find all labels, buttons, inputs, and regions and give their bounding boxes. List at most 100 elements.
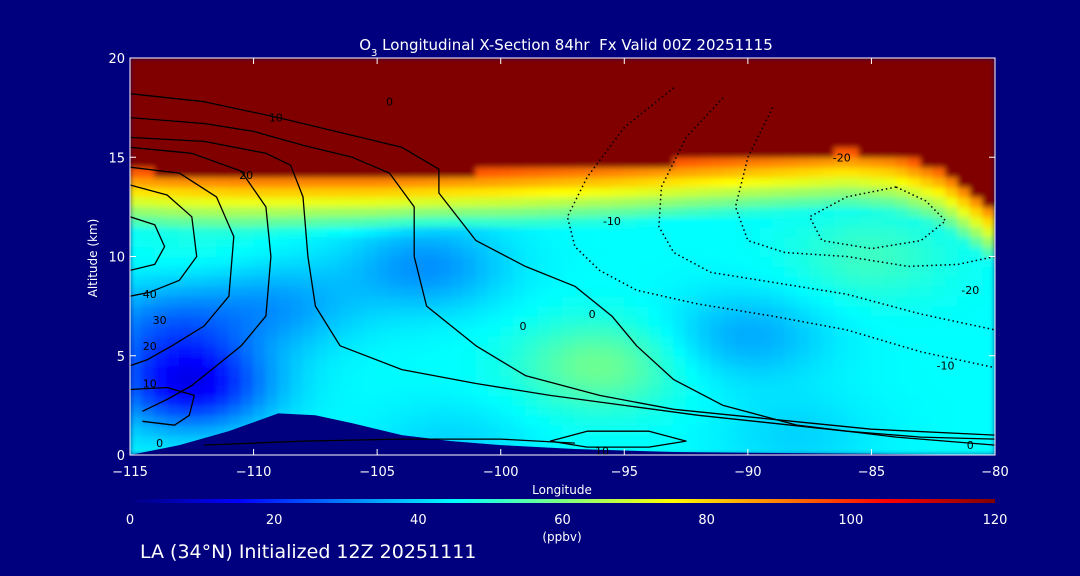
ozone-cell bbox=[772, 246, 786, 257]
ozone-cell bbox=[327, 226, 341, 238]
ozone-cell bbox=[253, 256, 267, 267]
ozone-cell bbox=[982, 345, 995, 357]
ozone-cell bbox=[314, 325, 329, 337]
ozone-cell bbox=[524, 186, 539, 198]
ozone-cell bbox=[722, 325, 736, 337]
ozone-cell bbox=[673, 365, 687, 377]
ozone-cell bbox=[833, 77, 848, 89]
ozone-cell bbox=[611, 107, 625, 119]
ozone-cell bbox=[969, 206, 984, 218]
ozone-cell bbox=[920, 365, 934, 377]
ozone-cell bbox=[969, 285, 984, 297]
ozone-cell bbox=[920, 424, 934, 436]
ozone-cell bbox=[141, 206, 156, 218]
ozone-cell bbox=[141, 385, 156, 396]
ozone-cell bbox=[154, 166, 168, 178]
ozone-cell bbox=[821, 226, 835, 238]
ozone-cell bbox=[673, 67, 687, 79]
ozone-cell bbox=[253, 77, 267, 89]
ozone-cell bbox=[809, 216, 823, 228]
ozone-cell bbox=[141, 216, 156, 228]
ozone-cell bbox=[846, 58, 860, 69]
ozone-cell bbox=[216, 246, 230, 257]
ozone-cell bbox=[920, 305, 934, 317]
ozone-cell bbox=[611, 375, 625, 387]
ozone-cell bbox=[685, 335, 699, 347]
ozone-cell bbox=[277, 375, 292, 387]
ozone-cell bbox=[277, 256, 292, 267]
ozone-cell bbox=[562, 394, 576, 406]
ozone-cell bbox=[537, 236, 551, 248]
ozone-cell bbox=[302, 355, 316, 367]
ozone-cell bbox=[636, 246, 650, 257]
ozone-cell bbox=[858, 375, 872, 387]
ozone-cell bbox=[240, 375, 255, 387]
ozone-cell bbox=[858, 87, 872, 99]
ozone-cell bbox=[302, 265, 316, 277]
ozone-cell bbox=[413, 146, 428, 158]
ozone-cell bbox=[697, 67, 712, 79]
ozone-cell bbox=[327, 305, 341, 317]
ozone-cell bbox=[253, 166, 267, 178]
ozone-cell bbox=[908, 166, 922, 178]
ozone-cell bbox=[166, 226, 180, 238]
ozone-cell bbox=[549, 345, 563, 357]
ozone-cell bbox=[302, 325, 316, 337]
ozone-cell bbox=[265, 166, 279, 178]
ozone-cell bbox=[487, 58, 502, 69]
ozone-cell bbox=[401, 186, 415, 198]
ozone-cell bbox=[735, 394, 749, 406]
ozone-cell bbox=[858, 275, 872, 287]
ozone-cell bbox=[784, 196, 798, 208]
ozone-cell bbox=[154, 156, 168, 168]
ozone-cell bbox=[796, 404, 811, 416]
ozone-cell bbox=[574, 394, 588, 406]
ozone-cell bbox=[216, 146, 230, 158]
ozone-cell bbox=[908, 394, 922, 406]
ozone-cell bbox=[537, 166, 551, 178]
ozone-cell bbox=[130, 216, 143, 228]
ozone-cell bbox=[623, 325, 638, 337]
ozone-cell bbox=[500, 335, 514, 347]
ozone-cell bbox=[623, 216, 638, 228]
ozone-cell bbox=[809, 126, 823, 138]
ozone-cell bbox=[191, 414, 205, 426]
ozone-cell bbox=[228, 385, 242, 396]
contour-line bbox=[204, 438, 575, 446]
ozone-cell bbox=[833, 414, 848, 426]
ozone-cell bbox=[982, 146, 995, 158]
ozone-cell bbox=[982, 236, 995, 248]
ozone-cell bbox=[920, 67, 934, 79]
ozone-cell bbox=[141, 295, 156, 307]
ozone-cell bbox=[562, 117, 576, 128]
ozone-cell bbox=[858, 325, 872, 337]
ozone-cell bbox=[562, 226, 576, 238]
ozone-cell bbox=[487, 97, 502, 109]
ozone-cell bbox=[401, 196, 415, 208]
ozone-cell bbox=[982, 335, 995, 347]
ozone-cell bbox=[512, 265, 526, 277]
ozone-cell bbox=[389, 126, 403, 138]
ozone-cell bbox=[932, 315, 947, 327]
ozone-cell bbox=[586, 166, 601, 178]
ozone-cell bbox=[191, 275, 205, 287]
ozone-cell bbox=[277, 246, 292, 257]
ozone-cell bbox=[586, 285, 601, 297]
colorbar-tick-label: 0 bbox=[126, 513, 134, 528]
ozone-cell bbox=[524, 136, 539, 148]
ozone-cell bbox=[450, 226, 465, 238]
ozone-cell bbox=[870, 285, 885, 297]
ozone-cell bbox=[759, 58, 774, 69]
ozone-cell bbox=[178, 414, 193, 426]
ozone-cell bbox=[240, 385, 255, 396]
ozone-cell bbox=[413, 404, 428, 416]
ozone-cell bbox=[969, 404, 984, 416]
ozone-cell bbox=[784, 295, 798, 307]
ozone-cell bbox=[253, 236, 267, 248]
ozone-cell bbox=[821, 77, 835, 89]
ozone-cell bbox=[735, 186, 749, 198]
ozone-cell bbox=[982, 58, 995, 69]
ozone-cell bbox=[895, 275, 909, 287]
ozone-cell bbox=[166, 295, 180, 307]
ozone-cell bbox=[512, 146, 526, 158]
